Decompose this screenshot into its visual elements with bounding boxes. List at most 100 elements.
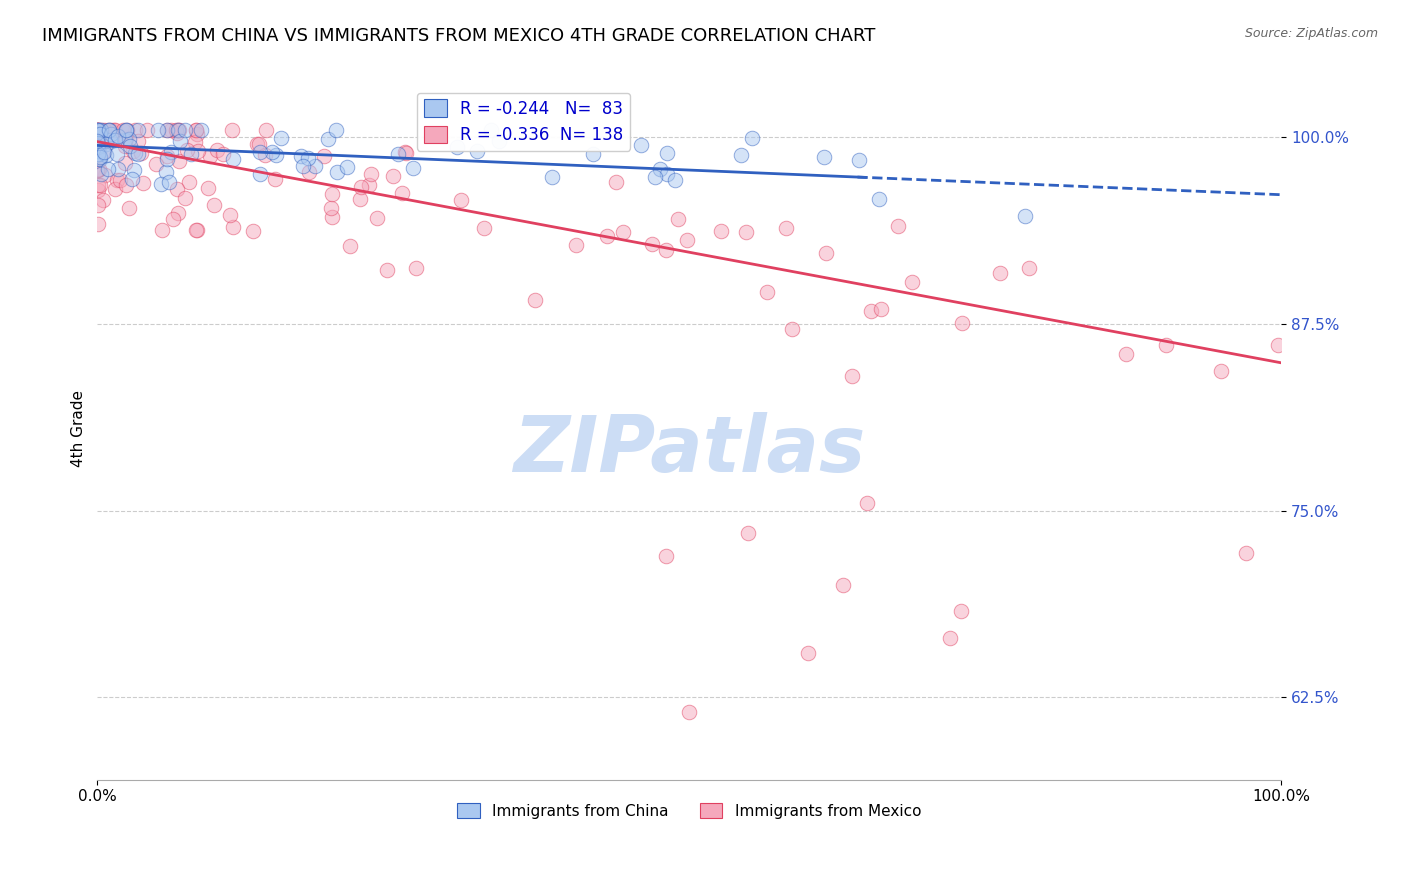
Point xyxy=(756,285,779,299)
Point xyxy=(174,191,197,205)
Point xyxy=(114,156,136,170)
Point xyxy=(93,145,115,159)
Point xyxy=(1234,545,1257,559)
Point xyxy=(869,302,891,317)
Point xyxy=(114,138,136,153)
Point xyxy=(166,127,188,141)
Point xyxy=(115,122,138,136)
Point xyxy=(87,183,110,197)
Point xyxy=(105,173,128,187)
Point xyxy=(318,132,340,146)
Point xyxy=(187,144,209,158)
Point xyxy=(254,148,277,162)
Point xyxy=(474,220,496,235)
Point xyxy=(86,122,108,136)
Point xyxy=(93,122,115,136)
Point xyxy=(98,133,121,147)
Point xyxy=(297,152,319,166)
Point xyxy=(148,122,170,136)
Point xyxy=(167,122,190,136)
Point xyxy=(87,151,110,165)
Point xyxy=(321,202,343,216)
Point xyxy=(796,646,818,660)
Point xyxy=(118,138,141,153)
Point xyxy=(901,275,924,289)
Point xyxy=(86,122,108,136)
Point xyxy=(114,122,136,136)
Point xyxy=(104,133,127,147)
Point xyxy=(167,206,190,220)
Point xyxy=(86,134,108,148)
Point xyxy=(349,192,371,206)
Point xyxy=(87,122,110,136)
Point xyxy=(103,122,125,136)
Point xyxy=(221,122,243,136)
Point xyxy=(89,178,111,192)
Point xyxy=(394,145,416,159)
Point xyxy=(90,122,112,136)
Point xyxy=(86,198,108,212)
Point xyxy=(321,210,343,224)
Point xyxy=(124,122,146,136)
Point xyxy=(815,245,838,260)
Text: ZIPatlas: ZIPatlas xyxy=(513,411,865,488)
Point xyxy=(94,168,117,182)
Point xyxy=(270,130,292,145)
Point xyxy=(90,136,112,151)
Point xyxy=(86,162,108,177)
Point xyxy=(177,175,200,189)
Point xyxy=(176,143,198,157)
Point xyxy=(249,145,271,160)
Point xyxy=(488,134,510,148)
Point xyxy=(242,223,264,237)
Point xyxy=(730,148,752,162)
Point xyxy=(1115,347,1137,361)
Point xyxy=(86,178,108,193)
Point xyxy=(950,316,973,330)
Point xyxy=(89,162,111,177)
Point xyxy=(149,177,172,191)
Point xyxy=(222,220,245,235)
Point xyxy=(107,162,129,177)
Point xyxy=(291,160,314,174)
Point xyxy=(565,238,588,252)
Point xyxy=(89,130,111,145)
Point xyxy=(156,122,179,136)
Point xyxy=(184,122,207,136)
Point xyxy=(87,145,110,159)
Point xyxy=(710,224,733,238)
Point xyxy=(775,221,797,235)
Point xyxy=(122,144,145,158)
Point xyxy=(657,146,679,161)
Point xyxy=(111,122,134,136)
Point xyxy=(97,162,120,177)
Point xyxy=(86,138,108,153)
Point xyxy=(104,182,127,196)
Point xyxy=(105,147,128,161)
Point xyxy=(612,225,634,239)
Point xyxy=(190,122,212,136)
Point xyxy=(339,239,361,253)
Point xyxy=(741,131,763,145)
Point xyxy=(676,233,699,247)
Point xyxy=(118,132,141,146)
Point xyxy=(94,137,117,152)
Point xyxy=(89,134,111,148)
Point xyxy=(90,122,112,136)
Point xyxy=(156,149,179,163)
Point xyxy=(98,122,121,136)
Point xyxy=(198,149,221,163)
Point xyxy=(87,153,110,167)
Point xyxy=(115,122,138,136)
Point xyxy=(156,153,179,167)
Point xyxy=(112,124,135,138)
Point xyxy=(184,135,207,149)
Point xyxy=(184,223,207,237)
Point xyxy=(180,146,202,161)
Point xyxy=(150,223,173,237)
Point xyxy=(938,631,960,645)
Point xyxy=(110,173,132,187)
Point xyxy=(249,167,271,181)
Point xyxy=(596,228,619,243)
Text: Source: ZipAtlas.com: Source: ZipAtlas.com xyxy=(1244,27,1378,40)
